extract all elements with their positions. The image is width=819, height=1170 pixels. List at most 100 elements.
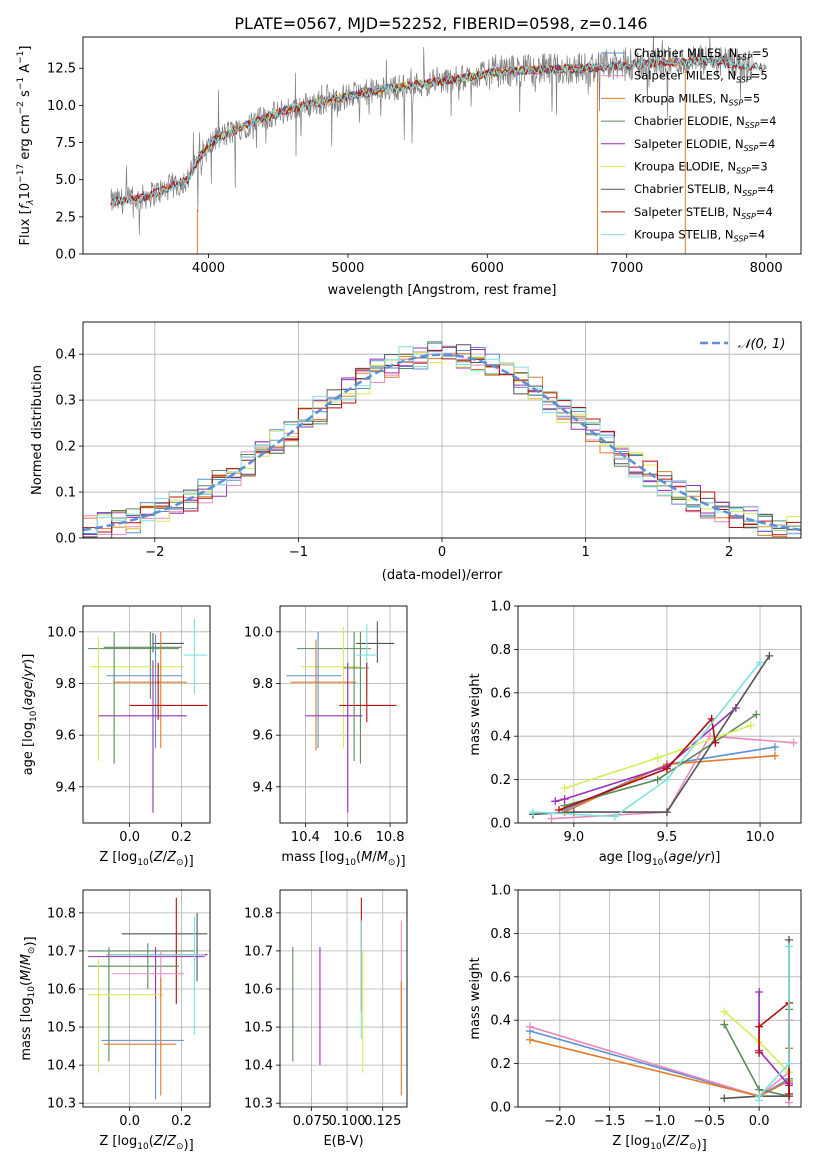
y-tick-label: 0.8	[490, 927, 511, 942]
y-tick-label: 10.3	[47, 1097, 76, 1112]
axis-label-part: /	[163, 850, 168, 865]
axis-label-part: (	[356, 850, 361, 865]
errorbar-point	[286, 631, 342, 749]
axis-label-part: Z	[166, 850, 177, 865]
legend-label-sub: SSP	[744, 144, 759, 153]
axis-label-part: ⊙	[388, 858, 396, 868]
x-tick-label: 0	[438, 545, 446, 560]
weight-point-marker	[756, 658, 765, 667]
legend-label: Kroupa MILES, NSSP=5	[634, 91, 760, 107]
axis-label-part: Z [log	[612, 1134, 650, 1149]
x-axis-label: Z [log10(Z/Z⊙)]	[99, 1134, 193, 1153]
weight-point-marker	[789, 738, 798, 747]
axis-label-part: 10	[137, 858, 149, 868]
weight-point-marker	[785, 1059, 794, 1068]
errorbar-point	[88, 631, 179, 699]
axis-label-part: )]	[21, 654, 36, 664]
y-tick-label: 0.4	[490, 730, 511, 745]
errorbar-plot-area	[292, 897, 402, 1096]
errorbar-point	[339, 662, 397, 723]
y-tick-label: 0.4	[55, 348, 76, 363]
histogram-salpeter-elodie	[83, 346, 801, 535]
y-tick-label: 10.7	[47, 944, 76, 959]
axis-label-part: )]	[23, 936, 38, 946]
errorbar-point	[106, 634, 182, 749]
weight-point-marker	[547, 814, 556, 823]
errorbar-point	[88, 947, 179, 1062]
legend-label-tail: =4	[757, 182, 774, 196]
axes-frame	[517, 889, 802, 1108]
axis-label-part: )]	[184, 854, 194, 869]
axis-label-part: M	[19, 970, 34, 981]
weight-point-marker	[610, 812, 619, 821]
y-axis-label: mass weight	[468, 957, 483, 1039]
weight-point-marker	[746, 721, 755, 730]
legend-label-sub: SSP	[742, 189, 757, 198]
weight-point-marker	[752, 710, 761, 719]
axis-label-part: Z [log	[99, 850, 137, 865]
errorbar-point	[290, 639, 357, 751]
weight-point-marker	[662, 808, 671, 817]
age-vs-Z-panel: 0.0 0.29.49.69.810.0Z [log10(Z/Z⊙)]age [l…	[21, 605, 211, 869]
x-tick-label: 2	[725, 545, 733, 560]
x-axis-label: E(B-V)	[323, 1134, 363, 1149]
residuals-panel: −2 −1 0 1 2 0.0 0.1 0.2 0.3 0.4 𝒩(0, 1) (data-model…	[30, 321, 802, 583]
errorbar-point	[305, 662, 363, 813]
y-tick-label: 0.2	[490, 773, 511, 788]
errorbar-point	[129, 662, 208, 720]
y-tick-label: 10.4	[244, 1059, 273, 1074]
axis-label-part: erg cm	[18, 114, 33, 163]
y-tick-label: 10.0	[47, 99, 76, 114]
x-axis-label: (data-model)/error	[382, 568, 503, 583]
legend-label-base: Kroupa STELIB, N	[634, 228, 734, 242]
legend-label-base: Chabrier MILES, N	[634, 46, 737, 60]
axis-label-part: −2	[16, 101, 26, 114]
errorbar-plot-area	[286, 621, 397, 813]
legend-label: Salpeter STELIB, NSSP=4	[634, 205, 773, 221]
legend-label: Salpeter MILES, NSSP=5	[634, 69, 768, 85]
axis-label-part: 10	[18, 183, 33, 200]
weight-point-marker	[551, 797, 560, 806]
errorbar-point	[103, 977, 177, 1096]
axis-label-part: ]	[18, 46, 33, 51]
axis-label-part: ⊙	[27, 947, 37, 955]
axis-label-part: /	[21, 676, 36, 681]
spectrum-panel: 4000 5000 6000 7000 8000 0.0 2.5 5.0 7.5 10.0 12.5…	[16, 36, 802, 298]
legend-label-tail: =5	[751, 69, 768, 83]
weight-series-line	[558, 717, 717, 811]
y-tick-label: 1.0	[490, 600, 511, 615]
axis-label-part: −1	[16, 77, 26, 90]
model-spectrum-salpeter-elodie	[194, 62, 600, 166]
x-tick-label: 10.0	[746, 830, 775, 845]
x-tick-label: 1	[581, 545, 589, 560]
y-tick-label: 10.5	[47, 1021, 76, 1036]
y-tick-label: 0.0	[55, 532, 76, 547]
y-tick-label: 0.0	[490, 817, 511, 832]
legend-label-base: Chabrier ELODIE, N	[634, 114, 745, 128]
axis-label-part: (	[149, 1134, 154, 1149]
axis-label-part: mass [log	[19, 997, 34, 1060]
legend-label-base: Salpeter ELODIE, N	[634, 137, 744, 151]
weight-point-marker	[653, 753, 662, 762]
y-tick-label: 0.2	[55, 440, 76, 455]
axis-label-part: M	[361, 850, 372, 865]
weight-point-marker	[528, 808, 537, 817]
model-spectrum-chabrier-miles	[110, 56, 683, 206]
axis-label-part: (	[149, 850, 154, 865]
x-tick-label: 0.0	[749, 1114, 770, 1129]
normal-curve-line	[83, 353, 801, 532]
y-axis-label: Normed distribution	[30, 365, 45, 495]
y-tick-label: 0.1	[55, 486, 76, 501]
model-spectrum-kroupa-stelib	[110, 56, 767, 206]
legend-label-tail: =4	[756, 205, 773, 219]
y-tick-label: 10.3	[244, 1097, 273, 1112]
axis-label-part: (	[662, 1134, 667, 1149]
legend-label-sub: SSP	[736, 76, 751, 85]
legend-label: Chabrier STELIB, NSSP=4	[634, 182, 774, 198]
x-tick-label: 0.2	[171, 830, 192, 845]
y-axis-label: mass weight	[468, 673, 483, 755]
y-tick-label: 0.6	[490, 686, 511, 701]
x-tick-label: 8000	[750, 261, 783, 276]
axis-label-part: (	[21, 706, 36, 711]
